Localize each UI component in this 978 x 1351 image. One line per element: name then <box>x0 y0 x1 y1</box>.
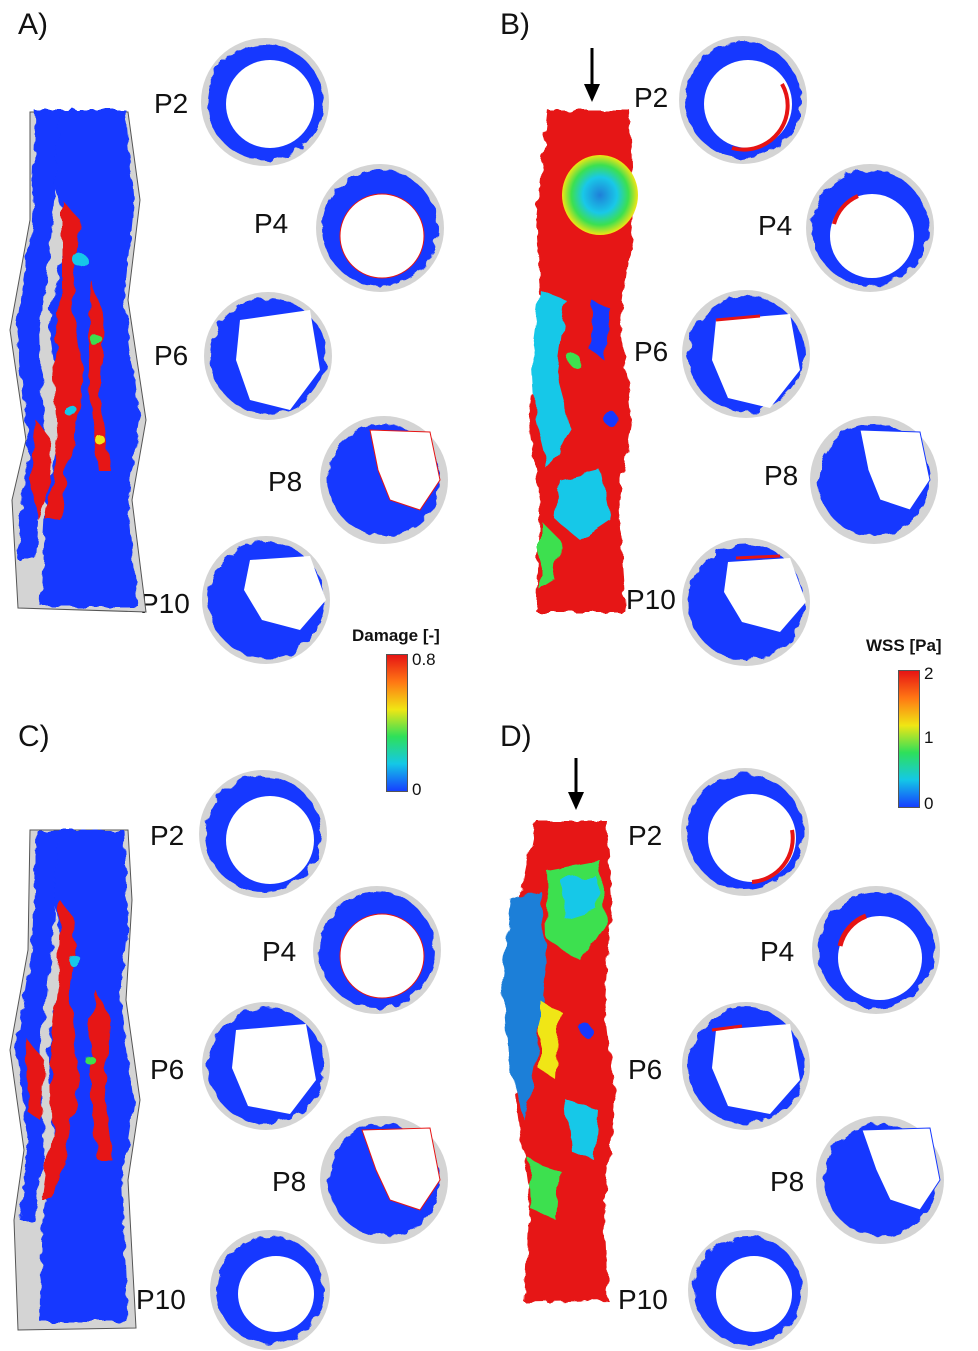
cross-section-a-p8 <box>320 416 448 544</box>
cross-section-d-p10 <box>688 1230 808 1350</box>
section-label-a-p10: P10 <box>140 588 190 619</box>
section-label-c-p2: P2 <box>150 820 185 851</box>
cross-section-c-p10 <box>210 1230 330 1350</box>
cross-section-d-p6 <box>682 1002 810 1130</box>
cross-section-b-p2 <box>679 36 807 164</box>
vessel-damage-a <box>9 110 147 613</box>
damage-colorbar-title: Damage [-] <box>352 626 440 645</box>
cross-section-a-p10 <box>202 536 330 664</box>
section-label-d-p10: P10 <box>618 1284 668 1315</box>
cross-section-b-p4 <box>806 164 934 292</box>
panel-label-c: C) <box>18 720 50 753</box>
wss-colorbar-title: WSS [Pa] <box>866 636 942 655</box>
cross-section-c-p2 <box>199 770 327 898</box>
cross-section-d-p4 <box>812 886 940 1014</box>
vessel-wss-d <box>502 820 616 1302</box>
section-label-b-p10: P10 <box>626 584 676 615</box>
section-label-c-p6: P6 <box>150 1054 185 1085</box>
cross-section-d-p8 <box>816 1116 944 1244</box>
cross-section-b-p10 <box>682 538 810 666</box>
cross-section-c-p6 <box>202 1002 330 1130</box>
section-label-c-p10: P10 <box>136 1284 186 1315</box>
section-label-b-p6: P6 <box>634 336 669 367</box>
wss-colorbar-min: 0 <box>924 794 934 813</box>
wss-colorbar-mid: 1 <box>924 728 934 747</box>
vessel-damage-c <box>9 829 141 1331</box>
cross-section-a-p6 <box>204 292 332 420</box>
flow-arrow-d <box>568 758 584 810</box>
section-label-a-p8: P8 <box>268 466 303 497</box>
panel-label-a: A) <box>18 8 48 41</box>
cross-section-b-p8 <box>810 416 938 544</box>
cross-section-d-p2 <box>681 768 809 896</box>
section-label-d-p6: P6 <box>628 1054 663 1085</box>
panel-label-b: B) <box>500 8 530 41</box>
vessel-wss-b <box>528 110 638 612</box>
cross-section-c-p4 <box>313 886 441 1014</box>
damage-colorbar <box>386 654 408 792</box>
section-label-d-p4: P4 <box>760 936 795 967</box>
section-label-b-p2: P2 <box>634 82 669 113</box>
section-label-a-p6: P6 <box>154 340 189 371</box>
section-label-b-p8: P8 <box>764 460 799 491</box>
section-label-a-p2: P2 <box>154 88 189 119</box>
panel-label-d: D) <box>500 720 532 753</box>
section-label-b-p4: P4 <box>758 210 793 241</box>
cross-section-b-p6 <box>682 290 810 418</box>
damage-colorbar-min: 0 <box>412 780 422 799</box>
cross-section-c-p8 <box>320 1116 448 1244</box>
damage-colorbar-max: 0.8 <box>412 650 436 669</box>
section-label-d-p8: P8 <box>770 1166 805 1197</box>
wss-colorbar-max: 2 <box>924 664 934 683</box>
cross-section-a-p4 <box>316 164 444 292</box>
section-label-c-p8: P8 <box>272 1166 307 1197</box>
wss-colorbar <box>898 670 920 808</box>
section-label-c-p4: P4 <box>262 936 297 967</box>
flow-arrow-b <box>584 48 600 102</box>
section-label-d-p2: P2 <box>628 820 663 851</box>
section-label-a-p4: P4 <box>254 208 289 239</box>
cross-section-a-p2 <box>201 38 329 166</box>
